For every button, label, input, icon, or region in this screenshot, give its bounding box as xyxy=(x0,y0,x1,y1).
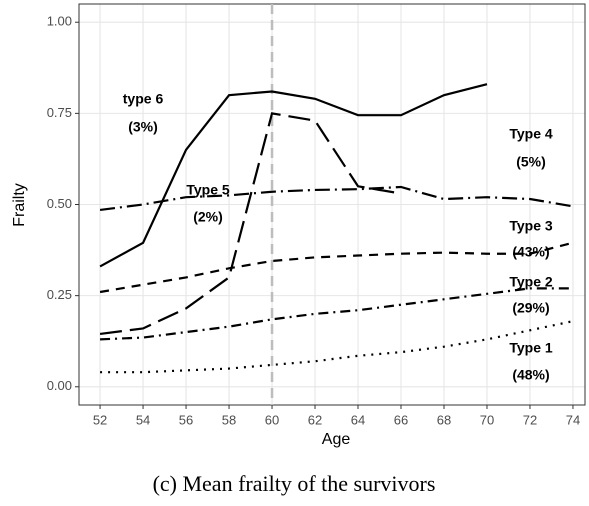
y-tick-label: 0.75 xyxy=(47,105,72,120)
x-tick-label: 66 xyxy=(394,412,408,427)
x-tick-label: 68 xyxy=(437,412,451,427)
x-tick-label: 64 xyxy=(351,412,365,427)
x-tick-label: 54 xyxy=(136,412,150,427)
panel-border xyxy=(78,3,586,406)
x-tick-label: 70 xyxy=(480,412,494,427)
x-tick-label: 62 xyxy=(308,412,322,427)
caption: (c) Mean frailty of the survivors xyxy=(153,471,436,496)
annotation: Type 5 xyxy=(186,182,230,198)
annotation: (43%) xyxy=(512,244,549,260)
x-tick-label: 60 xyxy=(265,412,279,427)
annotation: (5%) xyxy=(516,154,546,170)
series-line xyxy=(99,112,402,336)
series-line xyxy=(99,83,488,268)
y-tick-label: 0.50 xyxy=(47,196,72,211)
y-axis-title: Frailty xyxy=(11,183,28,227)
x-tick-label: 74 xyxy=(566,412,580,427)
x-tick-label: 72 xyxy=(523,412,537,427)
annotation: Type 2 xyxy=(509,274,553,290)
annotation: (48%) xyxy=(512,367,549,383)
annotation: (29%) xyxy=(512,300,549,316)
annotation: Type 3 xyxy=(509,218,553,234)
y-tick-label: 0.00 xyxy=(47,378,72,393)
x-axis-title: Age xyxy=(322,431,351,448)
annotation: (3%) xyxy=(128,119,158,135)
y-tick-label: 0.25 xyxy=(47,287,72,302)
x-tick-label: 52 xyxy=(93,412,107,427)
y-tick-label: 1.00 xyxy=(47,14,72,29)
series-line xyxy=(100,287,573,341)
annotation: type 6 xyxy=(123,91,164,107)
annotation: Type 1 xyxy=(509,340,553,356)
annotation: (2%) xyxy=(193,209,223,225)
x-tick-label: 58 xyxy=(222,412,236,427)
series-line xyxy=(99,185,574,212)
annotation: Type 4 xyxy=(509,126,553,142)
x-tick-label: 56 xyxy=(179,412,193,427)
